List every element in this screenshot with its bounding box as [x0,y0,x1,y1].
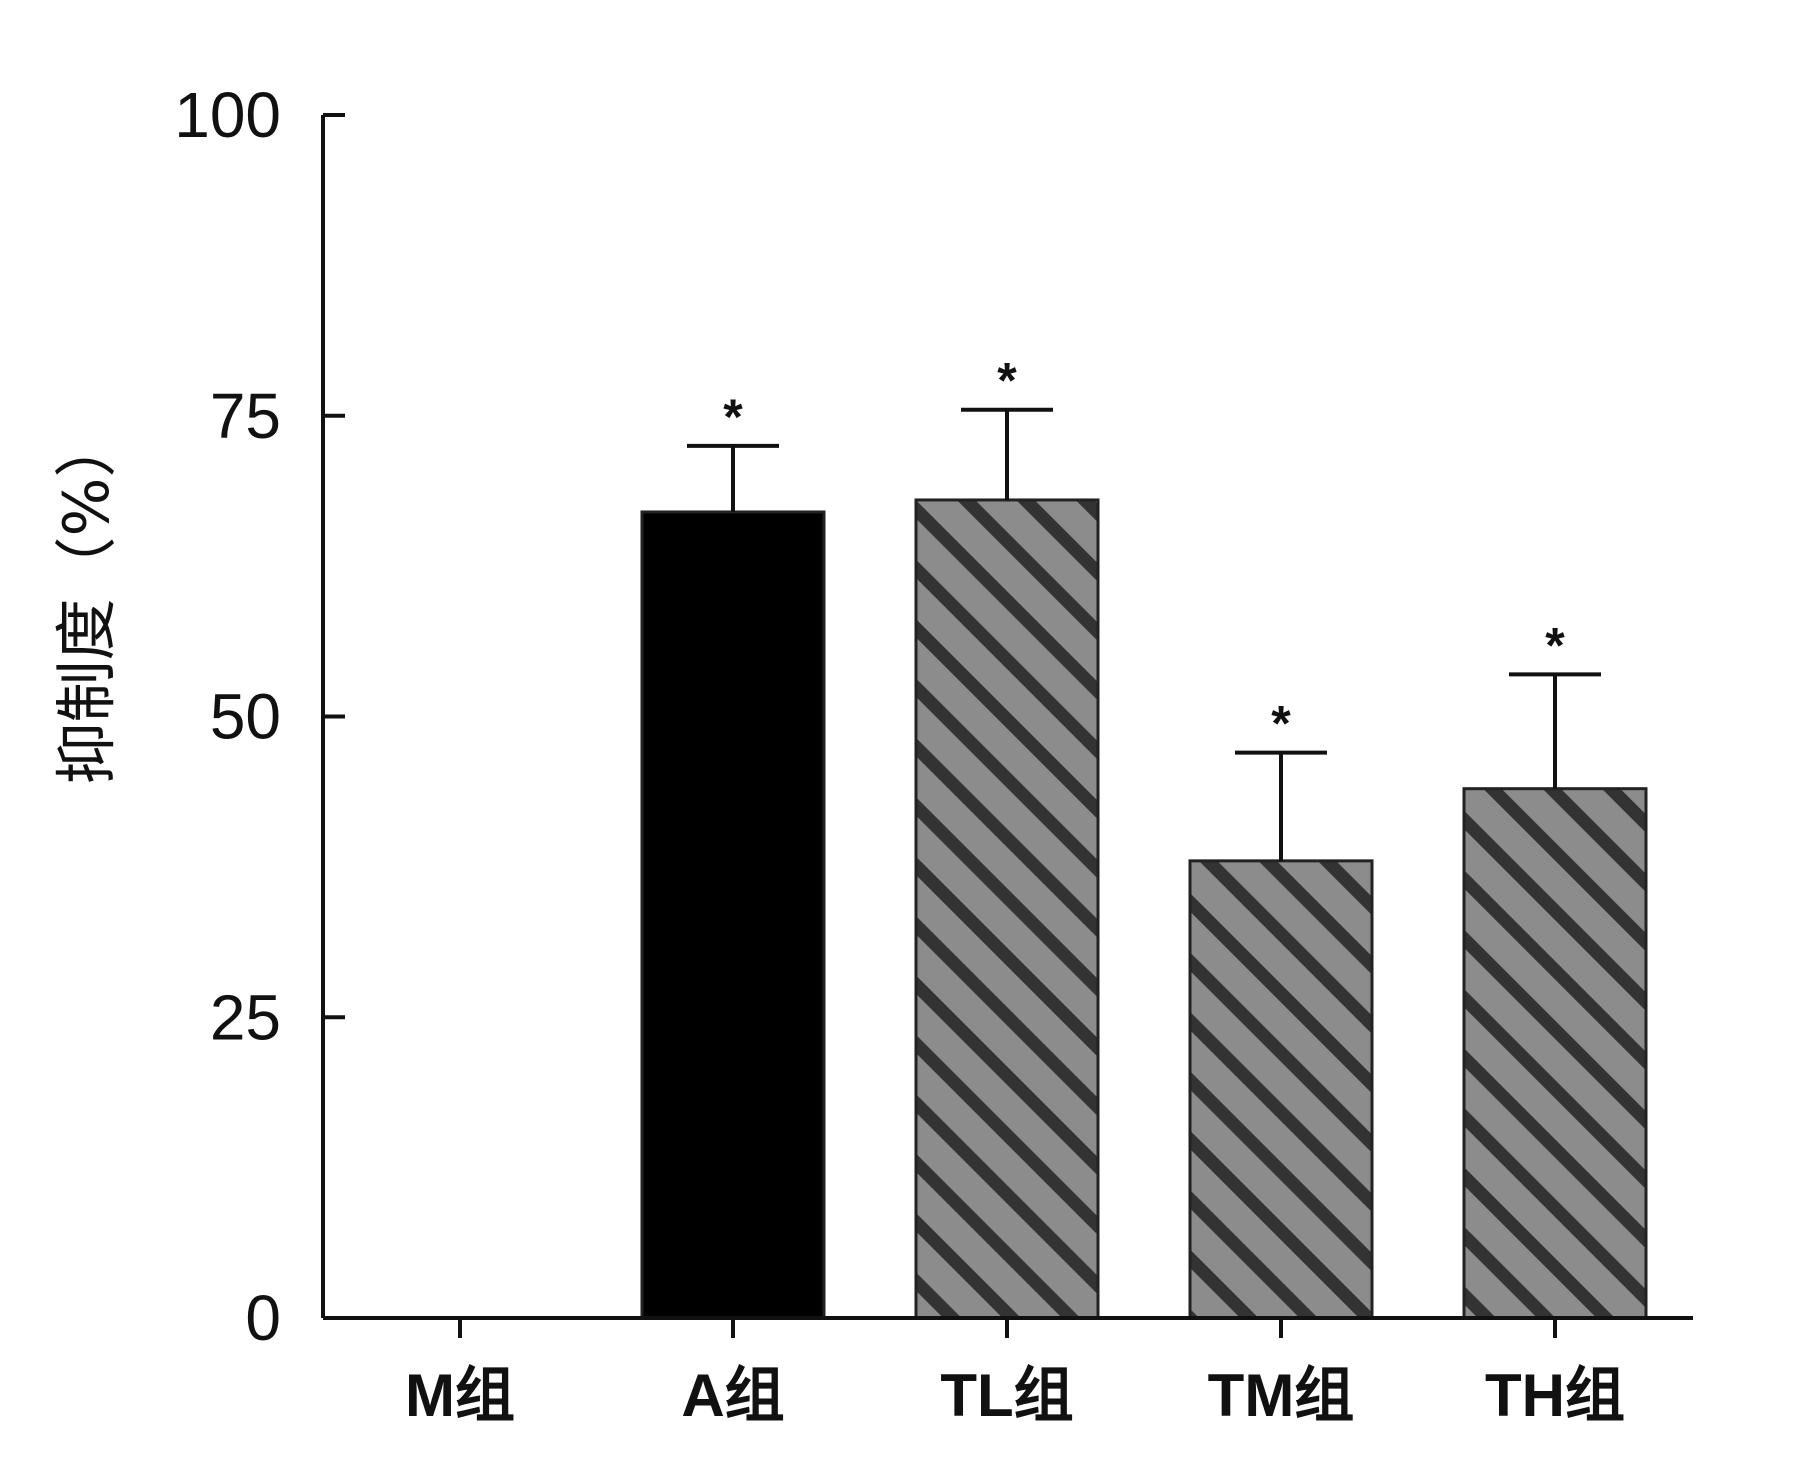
y-tick-label-1: 25 [210,981,281,1053]
x-tick-label-3: TM组 [1208,1362,1355,1429]
x-tick-label-0: M组 [405,1362,515,1429]
significance-marker-1: * [723,389,743,445]
y-tick-label-0: 0 [245,1282,281,1354]
x-tick-label-1: A组 [681,1362,784,1429]
x-tick-label-2: TL组 [940,1362,1073,1429]
significance-marker-3: * [1271,696,1291,752]
y-axis-label: 抑制度（%） [50,416,123,785]
bar-3 [1188,859,1374,1320]
significance-marker-2: * [997,353,1017,409]
bar-2 [914,498,1100,1320]
bar-4 [1462,787,1648,1320]
y-tick-label-4: 100 [174,79,281,151]
x-tick-label-4: TH组 [1485,1362,1625,1429]
y-tick-label-2: 50 [210,681,281,753]
bar-1 [640,510,826,1320]
plot-area: * * * * 0 25 50 75 100 M组 A组 TL组 TM组 TH组 [174,79,1693,1429]
y-tick-label-3: 75 [210,380,281,452]
significance-marker-4: * [1545,617,1565,673]
